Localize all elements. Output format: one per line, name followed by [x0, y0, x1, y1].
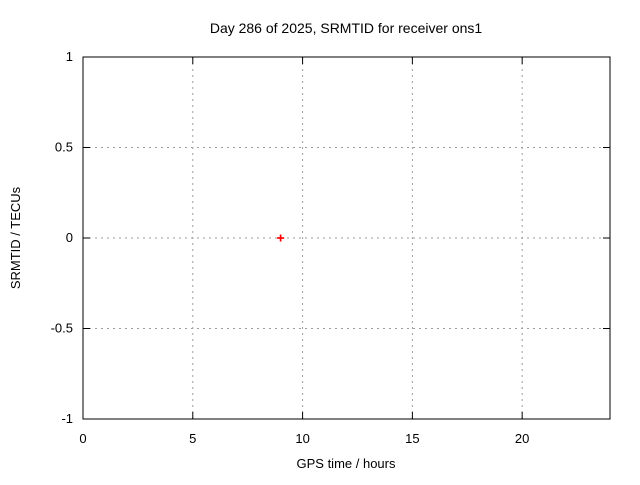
x-tick-label: 20 [515, 431, 529, 446]
y-tick-label: 0.5 [55, 140, 73, 155]
y-tick-label: -0.5 [51, 321, 73, 336]
plot-area: 0 5 10 15 20 -1 -0.5 0 0.5 1 [51, 49, 611, 446]
x-tick-label: 0 [79, 431, 86, 446]
y-axis-label: SRMTID / TECUs [8, 186, 23, 289]
x-axis-label: GPS time / hours [297, 456, 396, 471]
y-tick-label: -1 [61, 411, 73, 426]
y-tick-label: 0 [66, 230, 73, 245]
plot-border [82, 56, 611, 420]
chart-title: Day 286 of 2025, SRMTID for receiver ons… [210, 20, 483, 36]
x-tick-label: 10 [295, 431, 309, 446]
x-tick-label: 5 [189, 431, 196, 446]
y-tick-label: 1 [66, 49, 73, 64]
x-tick-label: 15 [405, 431, 419, 446]
